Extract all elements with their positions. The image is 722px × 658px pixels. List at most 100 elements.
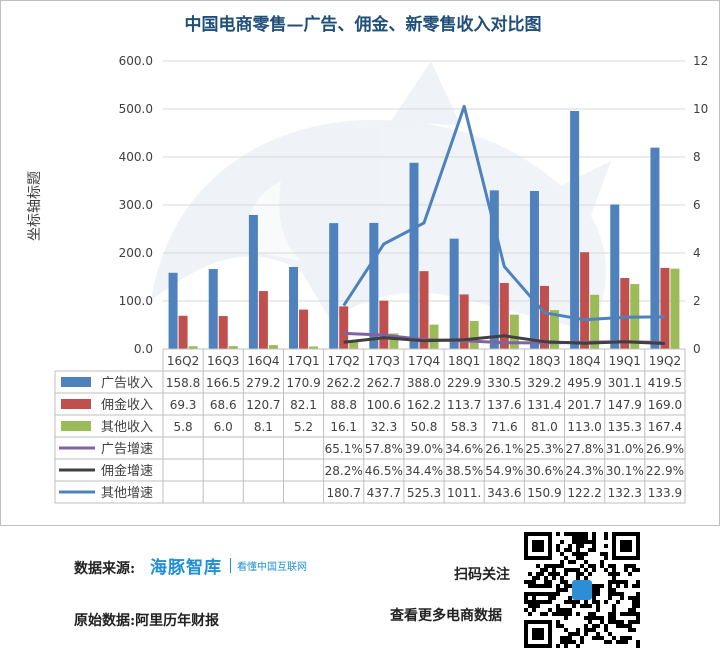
bar-1 — [419, 271, 429, 349]
data-label: 330.5 — [487, 376, 521, 390]
y-tick-label: 300.0 — [119, 198, 153, 212]
data-label: 46.5% — [365, 464, 403, 478]
data-label: 57.8% — [365, 442, 403, 456]
qr-module — [560, 608, 564, 612]
qr-module — [604, 536, 608, 540]
bar-1 — [620, 278, 630, 349]
qr-module — [544, 584, 548, 588]
qr-module — [556, 592, 560, 596]
qr-module — [572, 536, 576, 540]
bar-0 — [369, 222, 379, 349]
y-tick-label: 200.0 — [119, 246, 153, 260]
qr-module — [624, 636, 628, 640]
qr-module — [620, 636, 624, 640]
data-label: 88.8 — [330, 398, 357, 412]
qr-module — [584, 632, 588, 636]
bar-2 — [349, 341, 359, 349]
bar-0 — [289, 266, 299, 349]
line-1 — [343, 334, 665, 345]
data-label: 71.6 — [491, 420, 518, 434]
qr-module — [584, 540, 588, 544]
data-source-label: 数据来源: — [74, 561, 136, 577]
qr-module — [532, 592, 536, 596]
qr-module — [552, 576, 556, 580]
qr-module — [592, 628, 596, 632]
qr-module — [604, 640, 608, 644]
qr-module — [560, 636, 564, 640]
qr-module — [624, 612, 628, 616]
qr-module — [600, 584, 604, 588]
bar-0 — [650, 147, 660, 349]
qr-module — [524, 596, 528, 600]
qr-module — [568, 568, 572, 572]
legend-swatch-bar — [61, 399, 91, 409]
qr-module — [604, 532, 608, 536]
data-label: 113.7 — [447, 398, 481, 412]
qr-module — [596, 616, 600, 620]
qr-module — [564, 588, 568, 592]
data-label: 301.1 — [608, 376, 642, 390]
qr-module — [548, 572, 552, 576]
qr-module — [532, 608, 536, 612]
chart-title: 中国电商零售—广告、佣金、新零售收入对比图 — [185, 14, 542, 35]
qr-module — [528, 592, 532, 596]
data-label: 81.0 — [531, 420, 558, 434]
qr-module — [588, 612, 592, 616]
data-label: 31.0% — [606, 442, 644, 456]
data-label: 279.2 — [246, 376, 280, 390]
qr-module — [636, 568, 640, 572]
bar-0 — [208, 269, 218, 349]
data-label: 25.3% — [525, 442, 563, 456]
qr-module — [528, 572, 532, 576]
qr-module — [596, 584, 600, 588]
qr-finder — [620, 540, 632, 552]
qr-module — [592, 624, 596, 628]
qr-module — [556, 532, 560, 536]
qr-module — [564, 548, 568, 552]
data-label: 167.4 — [648, 420, 682, 434]
qr-module — [532, 604, 536, 608]
qr-module — [624, 584, 628, 588]
data-label: 170.9 — [286, 376, 320, 390]
qr-module — [564, 644, 568, 648]
qr-module — [604, 600, 608, 604]
qr-module — [616, 572, 620, 576]
data-label: 32.3 — [370, 420, 397, 434]
data-label: 133.9 — [648, 486, 682, 500]
qr-module — [620, 592, 624, 596]
qr-module — [608, 588, 612, 592]
qr-module — [628, 624, 632, 628]
qr-module — [592, 588, 596, 592]
qr-module — [600, 560, 604, 564]
qr-module — [544, 600, 548, 604]
qr-module — [612, 580, 616, 584]
data-label: 437.7 — [367, 486, 401, 500]
qr-module — [568, 632, 572, 636]
qr-module — [588, 620, 592, 624]
qr-module — [588, 548, 592, 552]
qr-module — [616, 580, 620, 584]
bar-1 — [660, 267, 670, 349]
data-label: 5.2 — [294, 420, 313, 434]
qr-module — [548, 580, 552, 584]
qr-module — [528, 580, 532, 584]
data-label: 27.8% — [566, 442, 604, 456]
qr-module — [532, 584, 536, 588]
qr-module — [528, 584, 532, 588]
qr-code-icon[interactable] — [524, 532, 640, 648]
qr-module — [592, 532, 596, 536]
qr-module — [544, 580, 548, 584]
qr-module — [580, 572, 584, 576]
y2-tick-label: 4 — [693, 246, 701, 260]
qr-module — [628, 564, 632, 568]
qr-module — [616, 584, 620, 588]
bar-1 — [178, 315, 188, 349]
data-label: 69.3 — [170, 398, 197, 412]
qr-module — [568, 548, 572, 552]
qr-module — [620, 596, 624, 600]
qr-module — [596, 592, 600, 596]
qr-module — [564, 568, 568, 572]
qr-module — [556, 624, 560, 628]
qr-module — [556, 620, 560, 624]
